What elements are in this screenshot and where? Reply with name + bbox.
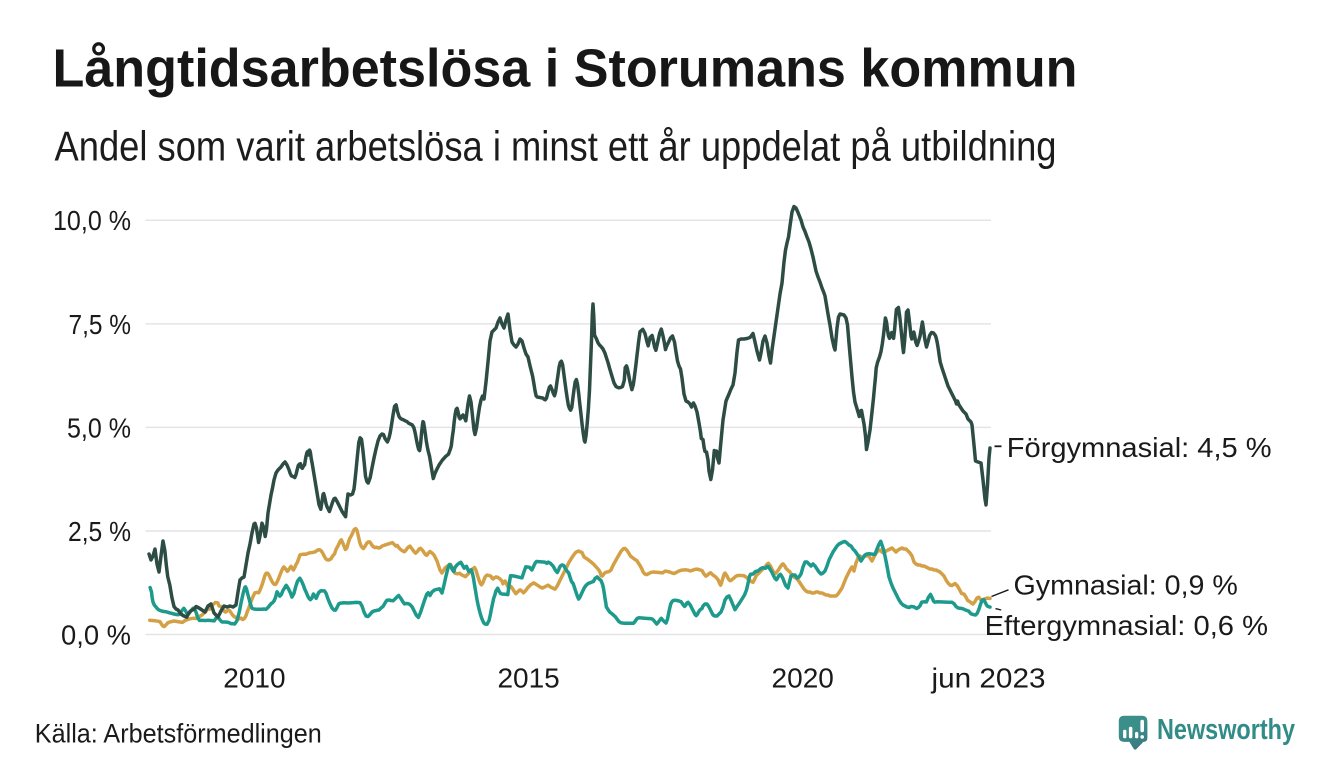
svg-text:2020: 2020 bbox=[772, 663, 834, 694]
svg-text:Eftergymnasial: 0,6 %: Eftergymnasial: 0,6 % bbox=[985, 610, 1268, 641]
svg-text:2,5 %: 2,5 % bbox=[68, 516, 131, 547]
svg-text:jun 2023: jun 2023 bbox=[930, 663, 1045, 694]
svg-text:Newsworthy: Newsworthy bbox=[1157, 714, 1295, 746]
svg-text:Långtidsarbetslösa i Storumans: Långtidsarbetslösa i Storumans kommun bbox=[53, 39, 1078, 99]
svg-text:2010: 2010 bbox=[223, 663, 285, 694]
svg-text:5,0 %: 5,0 % bbox=[67, 412, 131, 443]
svg-text:Andel som varit arbetslösa i m: Andel som varit arbetslösa i minst ett å… bbox=[55, 123, 1057, 170]
svg-text:Källa: Arbetsförmedlingen: Källa: Arbetsförmedlingen bbox=[35, 718, 322, 748]
svg-text:2015: 2015 bbox=[497, 663, 559, 694]
svg-text:Förgymnasial: 4,5 %: Förgymnasial: 4,5 % bbox=[1007, 432, 1272, 463]
svg-text:0,0 %: 0,0 % bbox=[61, 619, 131, 650]
svg-text:Gymnasial: 0,9 %: Gymnasial: 0,9 % bbox=[1014, 570, 1238, 601]
svg-text:7,5 %: 7,5 % bbox=[69, 309, 132, 340]
svg-text:10,0 %: 10,0 % bbox=[53, 205, 131, 236]
